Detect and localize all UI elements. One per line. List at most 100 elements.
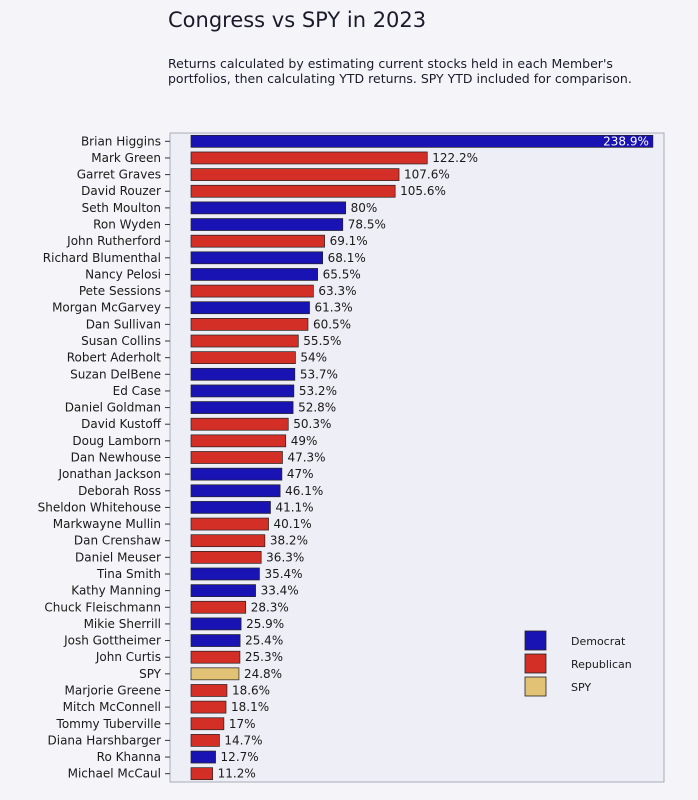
y-tick-label: Ro Khanna [97,750,161,764]
data-label: 53.2% [299,384,337,398]
data-label: 38.2% [270,534,308,548]
legend-swatch [524,676,547,697]
y-tick-label: Michael McCaul [68,767,161,781]
y-tick-label: Tina Smith [96,567,161,581]
data-label: 60.5% [313,317,351,331]
y-tick-label: Tommy Tuberville [56,717,161,731]
bar [190,268,318,281]
bar [190,700,227,714]
bar [190,734,220,747]
y-tick-label: Chuck Fleischmann [44,600,161,614]
bar [190,767,214,781]
y-tick-label: Daniel Goldman [65,401,161,415]
bar [190,567,260,581]
bar [190,251,324,265]
bar [190,218,344,231]
y-tick-label: Richard Blumenthal [43,251,161,265]
y-tick-label: Susan Collins [81,334,161,348]
data-label: 46.1% [285,484,323,498]
data-label: 18.6% [232,683,270,697]
bar [190,168,400,181]
bar [190,534,266,548]
y-tick-label: Brian Higgins [81,134,161,148]
data-label: 61.3% [315,301,353,315]
legend-swatch [524,653,547,674]
y-tick-label: Suzan DelBene [70,367,161,381]
bar [190,550,262,564]
y-tick-label: Pete Sessions [79,284,161,298]
bar [190,501,271,514]
bar [190,301,310,315]
bar [190,467,283,481]
y-tick-label: Deborah Ross [78,484,161,498]
data-label: 68.1% [328,251,366,265]
bar [190,434,287,448]
data-label: 50.3% [293,417,331,431]
data-label: 41.1% [275,500,313,514]
y-tick-label: Diana Harshbarger [48,733,162,747]
data-label: 28.3% [251,600,289,614]
y-tick-label: Mitch McConnell [63,700,161,714]
y-tick-label: Mark Green [91,151,161,165]
bar [190,634,241,647]
bar [190,517,269,531]
y-tick-label: Seth Moulton [82,201,161,215]
data-label: 11.2% [218,767,256,781]
legend-label: Democrat [571,635,626,648]
bar [190,750,216,764]
bar [190,367,296,381]
bar [190,451,283,464]
y-tick-label: Daniel Meuser [75,550,161,564]
bar [190,617,242,631]
bar [190,234,325,248]
data-label: 63.3% [318,284,356,298]
data-label: 18.1% [231,700,269,714]
y-tick-label: Dan Sullivan [86,317,161,331]
y-tick-label: Robert Aderholt [67,351,162,365]
y-tick-label: Nancy Pelosi [85,267,161,281]
bar [190,284,314,298]
y-tick-label: Josh Gottheimer [63,634,161,648]
y-tick-label: SPY [139,667,162,681]
legend-label: SPY [571,681,591,694]
bar [190,650,241,664]
y-tick-label: Sheldon Whitehouse [38,500,161,514]
chart-title: Congress vs SPY in 2023 [168,8,427,32]
y-tick-label: David Kustoff [81,417,162,431]
y-tick-label: Dan Crenshaw [74,534,161,548]
y-tick-label: Garret Graves [77,168,161,182]
data-label: 52.8% [298,401,336,415]
bar [190,384,295,398]
data-label: 78.5% [348,218,386,232]
y-tick-label: Ed Case [113,384,161,398]
data-label: 35.4% [264,567,302,581]
data-label: 25.9% [246,617,284,631]
bar [190,684,228,697]
y-tick-label: Markwayne Mullin [53,517,161,531]
bar [190,351,296,365]
data-label: 25.3% [245,650,283,664]
bar [190,318,309,331]
y-tick-label: John Curtis [95,650,161,664]
data-label: 12.7% [221,750,259,764]
bar [190,334,299,348]
data-label: 49% [291,434,318,448]
data-label: 17% [229,717,256,731]
y-tick-label: Marjorie Greene [64,683,161,697]
data-label: 33.4% [261,584,299,598]
y-tick-label: Morgan McGarvey [52,301,161,315]
bar [190,667,240,681]
data-label: 65.5% [323,267,361,281]
data-label: 238.9% [603,134,649,148]
bar [190,584,256,597]
data-label: 24.8% [244,667,282,681]
bar [190,151,428,165]
y-tick-label: Kathy Manning [71,584,161,598]
data-label: 40.1% [274,517,312,531]
data-label: 25.4% [245,634,283,648]
bar [190,600,247,614]
y-tick-label: Mikie Sherrill [84,617,161,631]
data-label: 36.3% [266,550,304,564]
bar [190,201,347,215]
data-label: 122.2% [432,151,478,165]
